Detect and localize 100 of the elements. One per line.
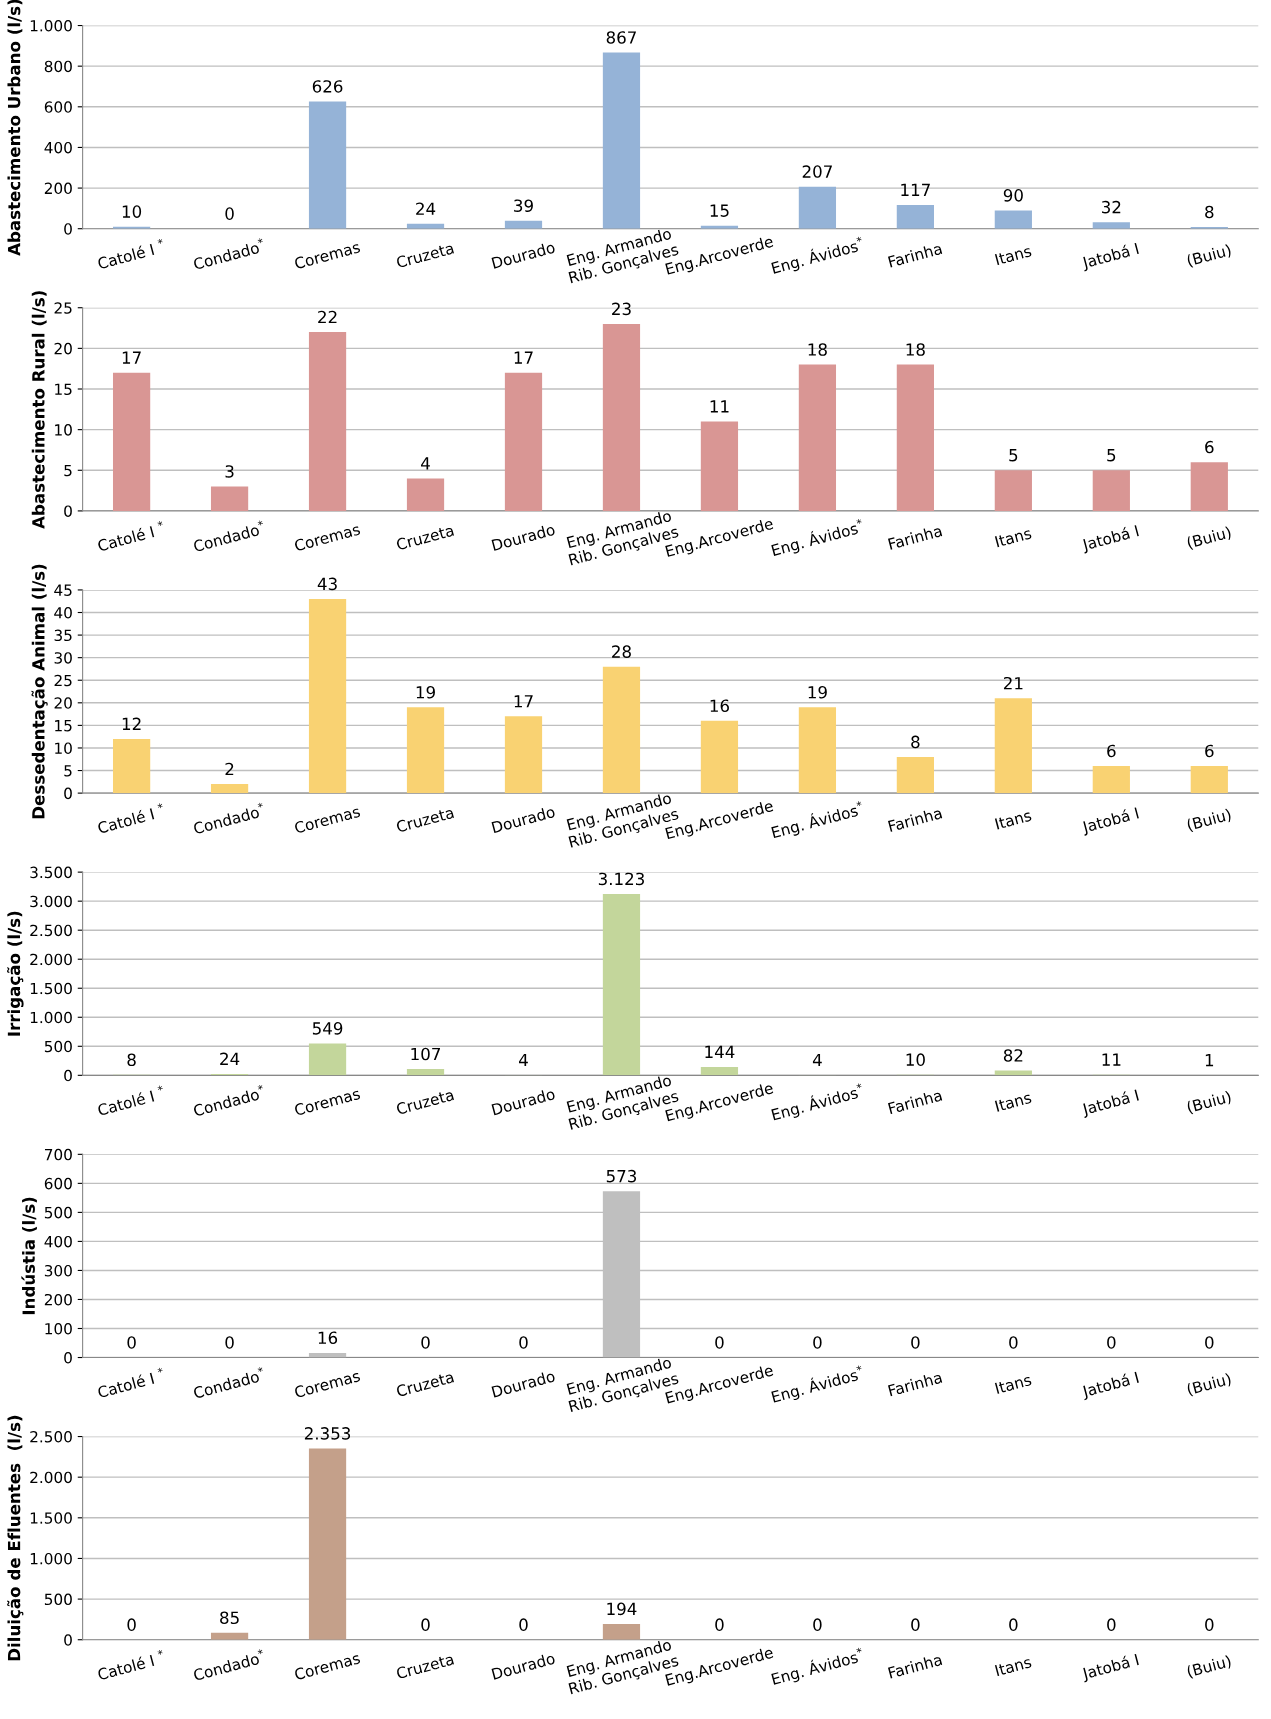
y-tick-label: 500 bbox=[44, 1040, 72, 1053]
data-label: 0 bbox=[1009, 1618, 1018, 1631]
y-tick-label: 25 bbox=[54, 674, 72, 687]
x-tick-label: Itans bbox=[994, 527, 1032, 548]
x-tick-label: Dourado bbox=[491, 1087, 556, 1116]
data-label: 15 bbox=[710, 204, 729, 217]
y-tick-label: 1.500 bbox=[30, 982, 72, 995]
x-tick-label: (Buiu) bbox=[1186, 243, 1232, 269]
y-tick-label: 1.500 bbox=[30, 1512, 72, 1524]
data-label: 0 bbox=[519, 1336, 528, 1349]
data-label: 17 bbox=[514, 351, 533, 364]
x-tick-label: (Buiu) bbox=[1186, 1654, 1232, 1680]
data-label: 0 bbox=[421, 1336, 430, 1349]
x-tick-label: Dourado bbox=[491, 523, 556, 552]
bar bbox=[994, 698, 1032, 794]
data-label: 18 bbox=[906, 343, 925, 356]
data-label: 19 bbox=[416, 685, 435, 699]
x-tick-label: Condado$^{*}$ bbox=[192, 1366, 266, 1399]
data-label: 10 bbox=[906, 1053, 925, 1066]
x-tick-label: Catolé I $^{*}$ bbox=[96, 1084, 166, 1116]
data-label: 194 bbox=[607, 1602, 637, 1616]
x-tick-label: Coremas bbox=[293, 241, 361, 270]
data-label: 18 bbox=[808, 343, 827, 356]
x-tick-label: Coremas bbox=[293, 1652, 361, 1681]
x-tick-label: Farinha bbox=[887, 1371, 943, 1397]
x-tick-label: Condado$^{*}$ bbox=[192, 802, 266, 835]
y-axis-title: Dessedentação Animal (l/s) bbox=[31, 564, 48, 819]
bar bbox=[112, 372, 151, 511]
bar bbox=[210, 784, 249, 794]
y-tick-label: 0 bbox=[64, 1069, 72, 1082]
bar bbox=[994, 210, 1032, 229]
bar bbox=[210, 486, 249, 511]
x-tick-label: Cruzeta bbox=[395, 524, 455, 551]
data-label: 85 bbox=[220, 1611, 239, 1625]
y-tick-label: 1.000 bbox=[30, 1552, 72, 1565]
data-label: 626 bbox=[312, 80, 343, 93]
y-tick-label: 100 bbox=[45, 1322, 72, 1335]
y-axis-title: Abastecimento Urbano (l/s) bbox=[7, 0, 23, 256]
y-tick-label: 200 bbox=[44, 1293, 72, 1306]
data-label: 0 bbox=[813, 1336, 822, 1349]
data-label: 12 bbox=[122, 717, 141, 730]
data-label: 0 bbox=[519, 1618, 528, 1631]
y-tick-label: 500 bbox=[44, 1206, 72, 1219]
x-tick-label: Itans bbox=[994, 1656, 1032, 1677]
bar bbox=[896, 204, 934, 229]
data-label: 144 bbox=[705, 1045, 735, 1058]
x-tick-label: Cruzeta bbox=[395, 242, 455, 269]
bar bbox=[798, 186, 837, 229]
data-label: 2.353 bbox=[304, 1427, 351, 1440]
y-tick-label: 0 bbox=[64, 1351, 72, 1364]
data-label: 32 bbox=[1102, 200, 1121, 214]
bar bbox=[700, 421, 739, 511]
data-label: 22 bbox=[318, 310, 337, 324]
data-label: 8 bbox=[911, 735, 920, 749]
x-tick-label: Itans bbox=[994, 245, 1032, 266]
x-tick-label: Itans bbox=[994, 809, 1032, 830]
y-axis-title: Irrigação (l/s) bbox=[7, 911, 24, 1036]
y-tick-label: 40 bbox=[54, 606, 72, 619]
x-tick-label: Farinha bbox=[887, 806, 943, 833]
y-tick-label: 600 bbox=[44, 101, 72, 113]
y-tick-label: 2.500 bbox=[30, 924, 72, 937]
bar bbox=[406, 478, 445, 511]
y-tick-label: 35 bbox=[54, 629, 72, 642]
bar bbox=[896, 364, 934, 511]
y-tick-label: 0 bbox=[64, 1634, 72, 1646]
y-tick-label: 2.500 bbox=[30, 1431, 72, 1443]
y-tick-label: 700 bbox=[44, 1148, 72, 1161]
x-tick-label: Cruzeta bbox=[395, 1653, 455, 1680]
data-label: 24 bbox=[416, 202, 436, 215]
data-label: 117 bbox=[901, 183, 930, 196]
data-label: 573 bbox=[606, 1169, 637, 1183]
bar bbox=[602, 666, 641, 794]
data-label: 549 bbox=[312, 1022, 343, 1035]
data-label: 19 bbox=[808, 685, 827, 699]
data-label: 21 bbox=[1003, 676, 1023, 690]
y-tick-label: 600 bbox=[44, 1177, 72, 1190]
x-tick-label: (Buiu) bbox=[1186, 808, 1232, 833]
bar bbox=[308, 598, 347, 794]
data-label: 0 bbox=[813, 1618, 822, 1631]
data-label: 207 bbox=[802, 165, 832, 178]
bar bbox=[308, 101, 347, 229]
y-tick-label: 0 bbox=[64, 223, 72, 235]
data-label: 6 bbox=[1205, 440, 1214, 454]
y-axis-title: Indústia (l/s) bbox=[21, 1197, 37, 1315]
data-label: 17 bbox=[122, 351, 141, 364]
data-label: 1 bbox=[1205, 1054, 1214, 1067]
x-tick-label: Cruzeta bbox=[395, 1371, 455, 1398]
bar bbox=[602, 323, 641, 511]
x-tick-label: Farinha bbox=[887, 1653, 943, 1679]
y-tick-label: 300 bbox=[44, 1264, 72, 1277]
y-tick-label: 30 bbox=[54, 652, 72, 664]
y-tick-label: 20 bbox=[54, 697, 72, 709]
bar bbox=[1092, 766, 1130, 794]
x-tick-label: Catolé I $^{*}$ bbox=[96, 1367, 166, 1399]
y-tick-label: 45 bbox=[54, 584, 72, 596]
bar bbox=[406, 1069, 445, 1076]
data-label: 0 bbox=[225, 1336, 234, 1349]
bar bbox=[602, 1623, 641, 1640]
data-label: 10 bbox=[122, 205, 142, 218]
x-tick-label: Catolé I $^{*}$ bbox=[96, 1649, 166, 1681]
